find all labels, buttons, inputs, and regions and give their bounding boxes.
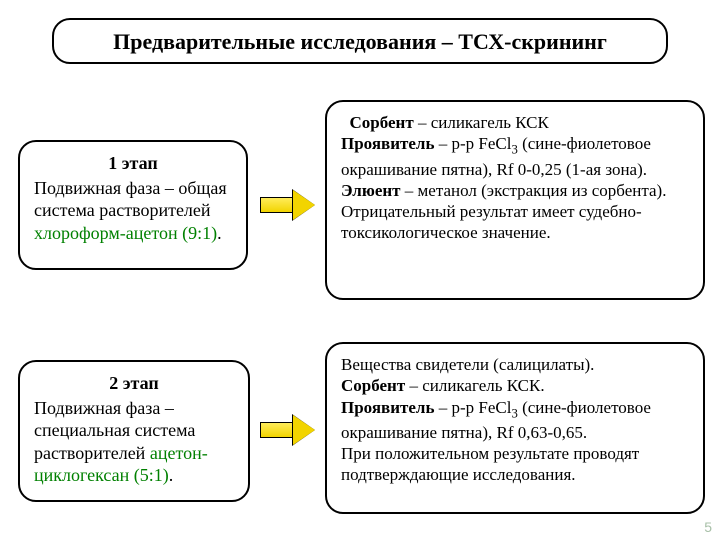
d1-eluent-val: – метанол (экстракция из сорбента). <box>401 181 667 200</box>
stage1-title: 1 этап <box>34 152 232 175</box>
stage1-solvent: хлороформ-ацетон (9:1) <box>34 223 217 243</box>
detail1-box: Сорбент – силикагель КСК Проявитель – р-… <box>325 100 705 300</box>
stage1-box: 1 этап Подвижная фаза – общая система ра… <box>18 140 248 270</box>
stage1-dot: . <box>217 223 222 243</box>
stage2-dot: . <box>169 465 174 485</box>
detail2-box: Вещества свидетели (салицилаты). Сорбент… <box>325 342 705 514</box>
title-box: Предварительные исследования – ТСХ-скрин… <box>52 18 668 64</box>
d2-sorbent-label: Сорбент <box>341 376 405 395</box>
d1-sorbent-label: Сорбент <box>350 113 414 132</box>
d2-dev-label: Проявитель <box>341 398 434 417</box>
d1-dev-pre: – р-р Fe <box>434 134 495 153</box>
stage2-title: 2 этап <box>34 372 234 395</box>
d2-dev-mid: Cl <box>495 398 511 417</box>
d2-line1: Вещества свидетели (салицилаты). <box>341 355 594 374</box>
d2-pos: При положительном результате проводят по… <box>341 444 639 484</box>
stage2-box: 2 этап Подвижная фаза – специальная сист… <box>18 360 250 502</box>
d1-eluent-label: Элюент <box>341 181 401 200</box>
d1-sorbent-val: – силикагель КСК <box>414 113 549 132</box>
d1-dev-mid: Cl <box>495 134 511 153</box>
arrow-1-icon <box>260 190 316 220</box>
title-text: Предварительные исследования – ТСХ-скрин… <box>113 29 607 54</box>
d1-dev-label: Проявитель <box>341 134 434 153</box>
stage1-text: Подвижная фаза – общая система растворит… <box>34 178 227 221</box>
d2-dev-pre: – р-р Fe <box>434 398 495 417</box>
arrow-2-icon <box>260 415 316 445</box>
page-number: 5 <box>704 519 712 537</box>
d2-sorbent-val: – силикагель КСК. <box>405 376 544 395</box>
d1-neg: Отрицательный результат имеет судебно-то… <box>341 202 642 242</box>
